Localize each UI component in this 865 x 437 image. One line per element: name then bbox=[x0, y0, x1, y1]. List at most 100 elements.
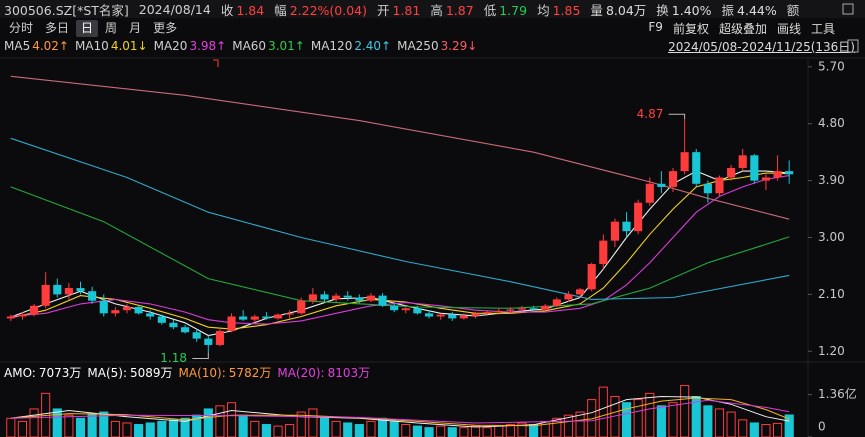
candle-body bbox=[715, 177, 724, 194]
period-tab[interactable]: 周 bbox=[105, 21, 118, 35]
volume-bar bbox=[87, 413, 97, 437]
tool-button[interactable]: 画线 bbox=[776, 22, 801, 36]
y-tick-label: 3.00 bbox=[818, 230, 845, 244]
tool-button[interactable]: 超级叠加 bbox=[718, 22, 767, 36]
stock-code: 300506.SZ[*ST名家] bbox=[4, 2, 129, 18]
volume-bar bbox=[447, 427, 457, 437]
field-label: 振 bbox=[721, 2, 735, 18]
candle-body bbox=[204, 338, 213, 345]
volume-bar bbox=[645, 392, 655, 437]
candle-body bbox=[227, 316, 236, 332]
volume-bar bbox=[505, 424, 515, 437]
quote-field: 额 bbox=[787, 0, 803, 19]
ma-line bbox=[10, 170, 790, 337]
tool-button[interactable]: 工具 bbox=[810, 22, 835, 36]
volume-bar bbox=[296, 411, 306, 437]
ma-value: 4.02↑ bbox=[32, 39, 69, 53]
volume-bar bbox=[529, 424, 539, 437]
volume-bar bbox=[389, 420, 399, 437]
candle-body bbox=[529, 308, 538, 310]
toolbar: 分时 多日日周月更多 F9 前复权 超级叠加 画线 工具 bbox=[0, 19, 865, 38]
volume-bar bbox=[343, 422, 353, 437]
tools: F9 前复权 超级叠加 画线 工具 bbox=[648, 20, 835, 37]
volume-bar bbox=[6, 417, 16, 437]
ma-value: 3.01↑ bbox=[268, 39, 305, 53]
volume-bar bbox=[482, 427, 492, 437]
ma-name: MA250 bbox=[397, 39, 439, 53]
candle-body bbox=[424, 313, 434, 317]
candle-body bbox=[773, 171, 782, 178]
volume-bar bbox=[64, 414, 74, 437]
field-value: 1.81 bbox=[392, 2, 421, 18]
volume-bar bbox=[238, 414, 248, 437]
ma-name: MA60 bbox=[232, 39, 267, 53]
field-value: 1.84 bbox=[236, 2, 265, 18]
ma-value: 2.40↑ bbox=[354, 39, 392, 53]
candle-body bbox=[111, 310, 120, 314]
candle-body bbox=[471, 313, 480, 316]
y-tick-label: 5.70 bbox=[818, 59, 845, 73]
y-tick-label: 0 bbox=[818, 420, 826, 434]
legend-label: MA(10): bbox=[178, 365, 226, 380]
candle-body bbox=[576, 289, 585, 295]
candle-body bbox=[657, 183, 666, 187]
ma-line bbox=[10, 172, 790, 330]
candle-body bbox=[552, 299, 561, 306]
volume-bar bbox=[761, 424, 771, 437]
candle-body bbox=[622, 221, 631, 232]
volume-bar bbox=[563, 414, 574, 437]
volume-bar bbox=[424, 427, 434, 437]
candle-body bbox=[297, 300, 306, 314]
annotation-leader bbox=[668, 113, 686, 120]
volume-legend-item: MA(10): 5782万 bbox=[179, 364, 272, 381]
candle-body bbox=[64, 288, 73, 295]
volume-bar bbox=[145, 422, 155, 437]
candle-body bbox=[29, 305, 39, 315]
volume-legend-item: MA(20): 8103万 bbox=[277, 364, 370, 381]
volume-bar bbox=[494, 425, 504, 437]
field-label: 低 bbox=[483, 2, 497, 18]
period-tab[interactable]: 更多 bbox=[153, 21, 178, 35]
period-tab[interactable]: 分时 bbox=[9, 21, 34, 35]
period-tabs: 分时 多日日周月更多 bbox=[0, 20, 182, 37]
candle-body bbox=[76, 288, 85, 292]
candle-body bbox=[18, 314, 27, 317]
volume-bar bbox=[99, 411, 109, 437]
settings-icon[interactable] bbox=[847, 39, 859, 53]
volume-bar bbox=[726, 411, 736, 437]
period-tab[interactable]: 月 bbox=[129, 21, 142, 35]
quote-field: 换 1.40% bbox=[656, 0, 711, 19]
ma-line bbox=[10, 137, 790, 300]
field-label: 开 bbox=[376, 2, 390, 18]
volume-bar bbox=[412, 425, 422, 437]
volume-bar bbox=[261, 424, 271, 437]
legend-label: AMO: bbox=[4, 365, 36, 380]
annotation-label: 1.18 bbox=[160, 351, 187, 365]
close-icon[interactable] bbox=[842, 3, 854, 15]
period-tab[interactable]: 日 bbox=[76, 20, 99, 37]
candle-body bbox=[517, 308, 527, 310]
candle-body bbox=[436, 314, 445, 317]
period-tab[interactable]: 多日 bbox=[45, 21, 70, 35]
volume-bar bbox=[459, 427, 469, 437]
tool-button[interactable]: F9 bbox=[648, 20, 663, 34]
ma-value: 3.29↓ bbox=[440, 39, 478, 53]
candle-body bbox=[610, 221, 619, 241]
candle-body bbox=[448, 314, 457, 319]
ma-legend-item: MA60 3.01↑ bbox=[232, 39, 305, 53]
date-range[interactable]: 2024/05/08-2024/11/25(136日) bbox=[668, 39, 855, 54]
field-label: 量 bbox=[590, 2, 603, 18]
field-value: 8.04万 bbox=[605, 2, 647, 18]
legend-value: 5782万 bbox=[228, 365, 272, 380]
tool-button[interactable]: 前复权 bbox=[672, 22, 709, 36]
volume-bar bbox=[331, 420, 341, 437]
candle-body bbox=[192, 332, 201, 339]
ma-line bbox=[10, 186, 790, 309]
field-label: 均 bbox=[537, 2, 550, 18]
volume-bar bbox=[552, 417, 562, 437]
volume-bar bbox=[180, 417, 190, 437]
volume-bar bbox=[738, 419, 748, 437]
candle-body bbox=[634, 202, 643, 232]
y-tick-label: 4.80 bbox=[818, 116, 845, 130]
